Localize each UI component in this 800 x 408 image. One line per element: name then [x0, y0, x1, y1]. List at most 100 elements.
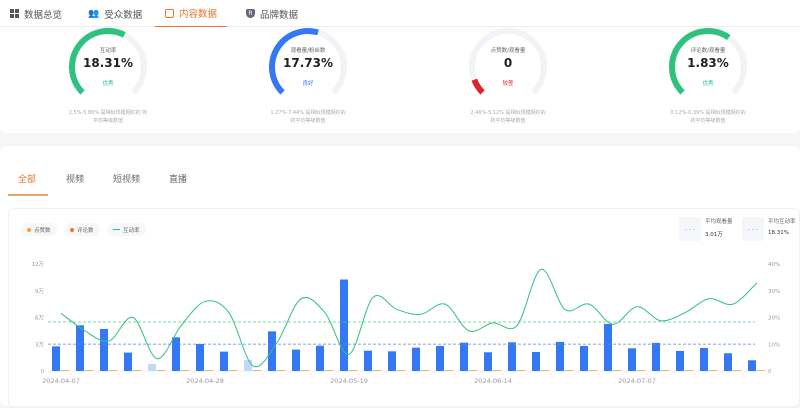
view-bar — [292, 349, 300, 371]
comment-bar — [85, 370, 93, 371]
likes-dot-icon — [27, 227, 31, 232]
comment-bar — [541, 370, 549, 371]
comment-bar — [229, 370, 237, 371]
view-bar — [316, 345, 324, 371]
comment-bar — [685, 370, 693, 371]
view-bar — [460, 342, 468, 371]
comment-bar — [181, 370, 189, 371]
view-bar — [196, 343, 204, 371]
active-filter-underline — [8, 194, 48, 196]
right-tick-label: 40% — [768, 262, 780, 268]
gauge-comments-per-view: 评论数/观看量 1.83% 优秀 0.12%-0.39% 是相似规模网红的 的平均等级数… — [638, 27, 778, 133]
tab-brand[interactable]: R 品牌数据 — [246, 0, 298, 27]
x-tick-label: 2024-04-07 — [42, 377, 80, 385]
comment-bar — [349, 370, 357, 371]
comment-bar — [61, 370, 69, 371]
gauge-views-per-follower: 观看量/粉丝数 17.73% 良好 1.27%-7.44% 是相似规模网红的 的平均等级… — [238, 27, 378, 133]
comment-bar — [613, 370, 621, 371]
left-tick-label: 12万 — [32, 261, 45, 268]
view-bar — [508, 342, 516, 371]
gauge-arc — [69, 28, 147, 95]
tab-content[interactable]: 内容数据 — [155, 0, 227, 27]
combo-chart: 0 3万 6万 9万 12万 0 10% 20% 30% 40% 2024-04-07 2024-04… — [32, 261, 781, 385]
view-bar — [700, 347, 708, 371]
comment-bar — [517, 370, 525, 371]
gauge-arc — [269, 28, 347, 95]
view-bar — [724, 353, 732, 371]
filter-video[interactable]: 视频 — [66, 175, 85, 185]
brand-shield-icon: R — [246, 9, 255, 18]
gauge-panel: 互动率 18.31% 优秀 2.5%-5.86% 是相似规模网红的 的平均等级数值 观… — [0, 27, 800, 133]
view-bar — [556, 341, 564, 371]
filter-all[interactable]: 全部 — [18, 175, 37, 185]
left-tick-label: 3万 — [35, 341, 44, 348]
gauge-arc — [469, 28, 547, 95]
comment-bar — [325, 370, 333, 371]
left-tick-label: 6万 — [35, 315, 44, 322]
right-tick-label: 10% — [768, 342, 780, 348]
gauge-track — [469, 28, 547, 95]
view-bar — [532, 352, 540, 371]
gauge-arc — [669, 28, 747, 95]
view-bar — [340, 279, 348, 371]
gauge-fill — [471, 78, 485, 95]
comment-bar — [301, 370, 309, 371]
view-bar — [76, 325, 84, 371]
comments-dot-icon — [70, 227, 74, 232]
x-tick-label: 2024-05-19 — [330, 377, 368, 385]
view-bar — [484, 352, 492, 371]
comment-bar — [565, 370, 573, 371]
comment-bar — [373, 370, 381, 371]
right-tick-label: 30% — [768, 289, 780, 295]
view-bar — [244, 360, 252, 371]
x-tick-label: 2024-07-07 — [618, 377, 656, 385]
comment-bar — [397, 370, 405, 371]
tab-audience[interactable]: 👥 受众数据 — [88, 8, 143, 21]
view-bar — [148, 363, 156, 371]
view-bar — [124, 352, 132, 371]
content-icon — [164, 8, 174, 18]
interaction-rate-line — [60, 268, 758, 368]
legend-comments[interactable]: 评论数 — [64, 223, 100, 236]
left-tick-label: 0 — [41, 369, 45, 375]
comment-bar — [733, 370, 741, 371]
dashed-line-icon: - - - — [679, 217, 701, 241]
view-bar — [652, 342, 660, 371]
comment-bar — [661, 370, 669, 371]
avg-rate-card: - - - 平均互动率 18.31% — [742, 217, 796, 241]
view-bar — [580, 345, 588, 371]
comment-bar — [253, 370, 261, 371]
x-tick-label: 2024-04-28 — [186, 377, 224, 385]
view-bar — [436, 345, 444, 371]
gauge-fill — [269, 28, 319, 95]
legend-likes[interactable]: 点赞数 — [21, 223, 57, 236]
gauge-fill — [669, 28, 731, 95]
view-bar — [676, 350, 684, 371]
gauge-likes-per-view: 点赞数/观看量 0 较差 2.46%-5.12% 是相似规模网红的 的平均等级数值 — [438, 27, 578, 133]
comment-bar — [709, 370, 717, 371]
top-nav: 数据总览 👥 受众数据 内容数据 R 品牌数据 — [0, 0, 800, 27]
line-icon — [113, 228, 120, 231]
comment-bar — [421, 370, 429, 371]
filter-live[interactable]: 直播 — [169, 175, 188, 185]
comment-bar — [157, 370, 165, 371]
view-bar — [604, 323, 612, 371]
content-chart-panel: 全部 视频 短视频 直播 点赞数 评论数 互动率 - - - 平均观看量 3.01万… — [0, 146, 800, 408]
tab-overview[interactable]: 数据总览 — [10, 0, 62, 27]
legend-interaction-rate[interactable]: 互动率 — [107, 223, 146, 236]
view-bar — [268, 331, 276, 371]
comment-bar — [469, 370, 477, 371]
view-bar — [412, 347, 420, 371]
dashed-line-icon: - - - — [742, 217, 764, 241]
comment-bar — [277, 370, 285, 371]
view-bar — [52, 346, 60, 371]
view-bar — [220, 351, 228, 371]
avg-views-card: - - - 平均观看量 3.01万 — [679, 217, 733, 241]
view-bar — [172, 337, 180, 371]
view-bar — [748, 360, 756, 371]
filter-short-video[interactable]: 短视频 — [113, 175, 141, 185]
comment-bar — [205, 370, 213, 371]
view-bar — [628, 348, 636, 371]
view-bar — [100, 329, 108, 371]
comment-bar — [757, 370, 765, 371]
